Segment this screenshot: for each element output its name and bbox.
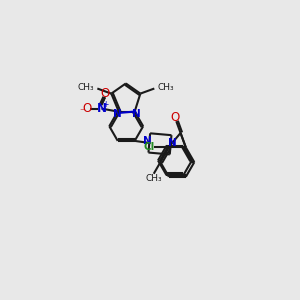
Text: O: O xyxy=(170,111,180,124)
Text: Cl: Cl xyxy=(144,142,155,152)
Text: N: N xyxy=(96,102,106,115)
Text: N: N xyxy=(132,109,141,119)
Text: O: O xyxy=(82,102,91,115)
Text: CH₃: CH₃ xyxy=(77,82,94,91)
Text: ⁻: ⁻ xyxy=(80,107,85,117)
Text: CH₃: CH₃ xyxy=(146,174,162,183)
Text: CH₃: CH₃ xyxy=(157,82,174,91)
Text: N: N xyxy=(113,110,122,119)
Text: N: N xyxy=(143,136,152,146)
Text: N: N xyxy=(168,138,176,148)
Text: +: + xyxy=(102,100,109,109)
Text: O: O xyxy=(100,87,110,100)
